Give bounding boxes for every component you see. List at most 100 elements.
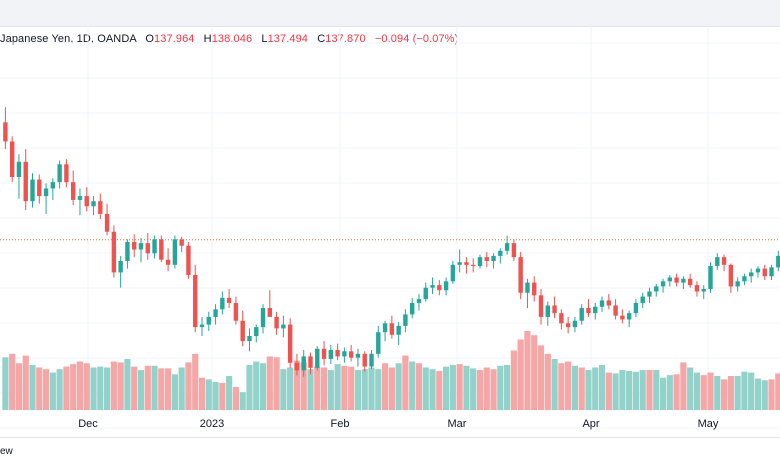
candle-body — [172, 239, 178, 265]
candle-body — [599, 300, 605, 307]
volume-bar — [381, 363, 389, 410]
volume-bar — [104, 367, 111, 410]
candle-body — [240, 320, 245, 342]
candle-body — [287, 324, 293, 363]
candle-body — [260, 308, 266, 328]
candle-body — [111, 231, 117, 273]
candle-body — [511, 243, 517, 258]
volume-bar — [253, 361, 260, 410]
volume-bar — [226, 376, 233, 410]
candle-body — [769, 267, 774, 277]
candle-body — [152, 239, 157, 254]
candle-body — [687, 278, 693, 286]
candle-body — [84, 196, 89, 207]
candle-body — [16, 161, 22, 178]
candle-body — [382, 323, 388, 333]
close-label: C — [317, 33, 326, 45]
volume-bar — [483, 367, 490, 410]
volume-bar — [544, 353, 551, 410]
volume-bar — [775, 373, 780, 410]
volume-bar — [443, 366, 450, 410]
volume-bar — [646, 370, 653, 410]
volume-bar — [612, 373, 619, 410]
candle-body — [321, 348, 327, 359]
volume-bar — [158, 368, 165, 410]
candle-body — [660, 281, 666, 287]
volume-bar — [300, 362, 307, 410]
candle-body — [728, 264, 734, 287]
volume-bar — [524, 330, 531, 410]
volume-bar — [198, 377, 206, 410]
candle-body — [23, 161, 28, 202]
x-tick-label: May — [698, 418, 719, 430]
candle-body — [708, 266, 713, 289]
volume-bar — [320, 367, 328, 410]
volume-bar — [232, 387, 239, 410]
candle-body — [674, 277, 679, 283]
candle-body — [416, 299, 422, 303]
candle-body — [430, 285, 435, 288]
volume-bar — [504, 364, 511, 410]
volume-bar — [375, 369, 382, 410]
candle-body — [254, 327, 259, 337]
candle-body — [186, 245, 191, 275]
volume-bar — [558, 363, 565, 410]
candle-body — [640, 296, 645, 303]
open-label: O — [145, 33, 155, 45]
candle-body — [748, 272, 754, 277]
volume-bar — [165, 368, 172, 410]
candle-body — [70, 182, 76, 200]
volume-bar — [734, 376, 741, 410]
volume-bar — [700, 375, 707, 410]
volume-bar — [137, 370, 145, 410]
volume-bar — [626, 370, 633, 410]
low-value: 137.494 — [267, 33, 309, 45]
candle-body — [647, 291, 652, 297]
candle-body — [376, 332, 381, 354]
volume-bar — [510, 350, 517, 410]
volume-bar — [741, 371, 748, 410]
volume-bar — [727, 376, 734, 410]
volume-bar — [571, 365, 578, 410]
candle-body — [593, 306, 598, 314]
volume-bar — [151, 365, 158, 410]
candle-body — [525, 282, 530, 293]
candle-body — [328, 350, 334, 359]
candle-body — [606, 300, 612, 306]
candle-body — [37, 179, 42, 197]
candle-body — [504, 243, 510, 251]
volume-bar — [361, 369, 368, 410]
candle-body — [409, 302, 415, 315]
top-toolbar — [0, 0, 780, 27]
candle-body — [165, 259, 171, 265]
candle-body — [667, 277, 673, 282]
volume-bar — [280, 369, 287, 410]
candle-body — [545, 305, 550, 317]
candle-body — [518, 257, 523, 293]
candle-body — [437, 285, 442, 291]
candle-body — [484, 257, 489, 261]
symbol-title[interactable]: Japanese Yen, 1D, OANDA — [0, 33, 137, 45]
volume-bar — [490, 369, 497, 410]
candle-body — [450, 264, 456, 282]
volume-bar — [768, 379, 775, 410]
volume-bar — [36, 367, 43, 410]
volume-bar — [63, 366, 70, 410]
candle-body — [362, 353, 367, 367]
candle-body — [464, 262, 469, 265]
volume-bar — [178, 367, 185, 410]
volume-bar — [110, 361, 117, 410]
candle-body — [538, 295, 544, 317]
volume-bar — [449, 364, 456, 410]
candle-body — [654, 286, 659, 292]
candle-body — [715, 257, 720, 267]
volume-bar — [354, 370, 362, 410]
volume-bar — [476, 370, 484, 410]
volume-bar — [56, 369, 63, 410]
volume-bar — [15, 363, 23, 410]
volume-bar — [192, 353, 199, 410]
x-tick-label: Feb — [331, 418, 350, 430]
candle-body — [159, 239, 164, 260]
candle-body — [735, 281, 740, 287]
